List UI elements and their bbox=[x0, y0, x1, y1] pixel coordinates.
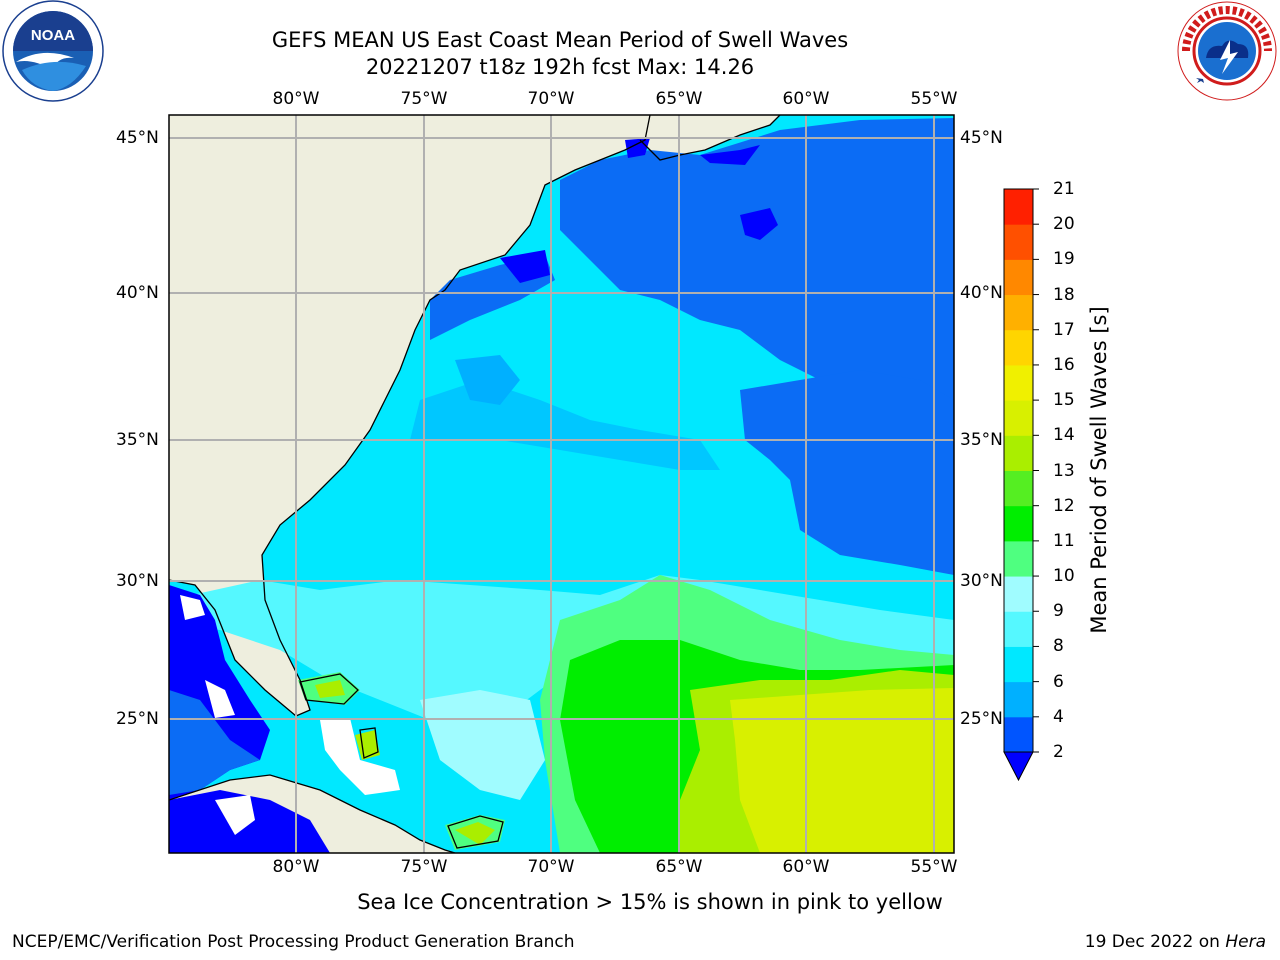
lon-label-bottom: 60°W bbox=[782, 857, 830, 877]
lon-label-bottom: 80°W bbox=[272, 857, 320, 877]
lon-label-bottom: 70°W bbox=[527, 857, 575, 877]
colorbar-tick-label: 8 bbox=[1053, 636, 1064, 657]
colorbar-tick-label: 17 bbox=[1053, 319, 1075, 340]
colorbar-segment bbox=[1004, 611, 1033, 647]
lat-label-right: 25°N bbox=[960, 709, 1003, 729]
sea-ice-caption: Sea Ice Concentration > 15% is shown in … bbox=[357, 890, 943, 914]
colorbar-segment bbox=[1004, 646, 1033, 683]
lon-label-top: 70°W bbox=[527, 89, 575, 109]
lat-label-left: 25°N bbox=[116, 709, 159, 729]
colorbar-tick-label: 6 bbox=[1053, 671, 1064, 692]
lon-label-top: 65°W bbox=[655, 89, 703, 109]
lon-label-bottom: 75°W bbox=[400, 857, 448, 877]
colorbar-segment bbox=[1004, 189, 1033, 225]
lat-label-right: 40°N bbox=[960, 283, 1003, 303]
lat-label-right: 45°N bbox=[960, 128, 1003, 148]
title-line-2: 20221207 t18z 192h fcst Max: 14.26 bbox=[365, 55, 755, 79]
colorbar-tick-label: 9 bbox=[1053, 601, 1064, 622]
colorbar-tick-label: 11 bbox=[1053, 530, 1075, 551]
colorbar-tick-label: 18 bbox=[1053, 284, 1075, 305]
colorbar-tick-label: 15 bbox=[1053, 390, 1075, 411]
lat-label-left: 35°N bbox=[116, 430, 159, 450]
lon-label-top: 75°W bbox=[400, 89, 448, 109]
colorbar-tick-label: 2 bbox=[1053, 742, 1064, 762]
colorbar-tick-label: 20 bbox=[1053, 214, 1075, 235]
colorbar-segment bbox=[1004, 224, 1033, 260]
lon-label-bottom: 55°W bbox=[910, 857, 958, 877]
colorbar-tick-label: 14 bbox=[1053, 425, 1075, 446]
colorbar-tick-label: 4 bbox=[1053, 706, 1064, 727]
land-north-america bbox=[169, 115, 650, 716]
footer-credit: NCEP/EMC/Verification Post Processing Pr… bbox=[12, 932, 575, 952]
swell-period-field bbox=[169, 115, 954, 853]
lat-label-right: 35°N bbox=[960, 430, 1003, 450]
swell-2-4s-east bbox=[740, 370, 954, 575]
colorbar-segment bbox=[1004, 435, 1033, 471]
lat-label-left: 30°N bbox=[116, 571, 159, 591]
colorbar-segment bbox=[1004, 505, 1033, 542]
svg-text:NOAA: NOAA bbox=[31, 27, 75, 44]
nws-logo bbox=[1177, 1, 1277, 101]
colorbar-tick-label: 12 bbox=[1053, 495, 1075, 516]
colorbar-segment bbox=[1004, 576, 1033, 612]
colorbar-segment bbox=[1004, 681, 1033, 718]
lat-label-right: 30°N bbox=[960, 571, 1003, 591]
lon-label-top: 60°W bbox=[782, 89, 830, 109]
noaa-logo: NOAA bbox=[2, 0, 104, 102]
gridlines bbox=[169, 115, 954, 853]
swell-13-14s bbox=[730, 688, 954, 853]
colorbar-tick-label: 19 bbox=[1053, 249, 1075, 270]
colorbar-label: Mean Period of Swell Waves [s] bbox=[1087, 306, 1111, 634]
title-line-1: GEFS MEAN US East Coast Mean Period of S… bbox=[271, 28, 849, 52]
footer-date: 19 Dec 2022 on Hera bbox=[1085, 932, 1266, 952]
colorbar-segment bbox=[1004, 329, 1033, 366]
lat-label-left: 45°N bbox=[116, 128, 159, 148]
lon-label-top: 80°W bbox=[272, 89, 320, 109]
colorbar-segment bbox=[1004, 470, 1033, 507]
lon-label-top: 55°W bbox=[910, 89, 958, 109]
colorbar-tick-label: 13 bbox=[1053, 460, 1075, 481]
colorbar-segment bbox=[1004, 540, 1033, 577]
colorbar-extend-arrow bbox=[1003, 751, 1034, 782]
footer-host: Hera bbox=[1225, 932, 1266, 952]
lon-label-bottom: 65°W bbox=[655, 857, 703, 877]
swell-2-4s-north bbox=[560, 118, 954, 420]
colorbar-tick-label: 10 bbox=[1053, 566, 1075, 587]
coastline bbox=[169, 115, 781, 853]
colorbar-segment bbox=[1004, 259, 1033, 296]
colorbar-tick-label: 16 bbox=[1053, 354, 1075, 375]
colorbar-segment bbox=[1004, 400, 1033, 436]
colorbar-segment bbox=[1004, 364, 1033, 401]
swell-gulf-stream bbox=[410, 380, 720, 470]
colorbar-segment bbox=[1004, 716, 1033, 753]
colorbar-tick-label: 21 bbox=[1053, 179, 1075, 199]
colorbar-segment bbox=[1004, 294, 1033, 331]
footer-date-text: 19 Dec 2022 on bbox=[1084, 932, 1226, 952]
lat-label-left: 40°N bbox=[116, 283, 159, 303]
